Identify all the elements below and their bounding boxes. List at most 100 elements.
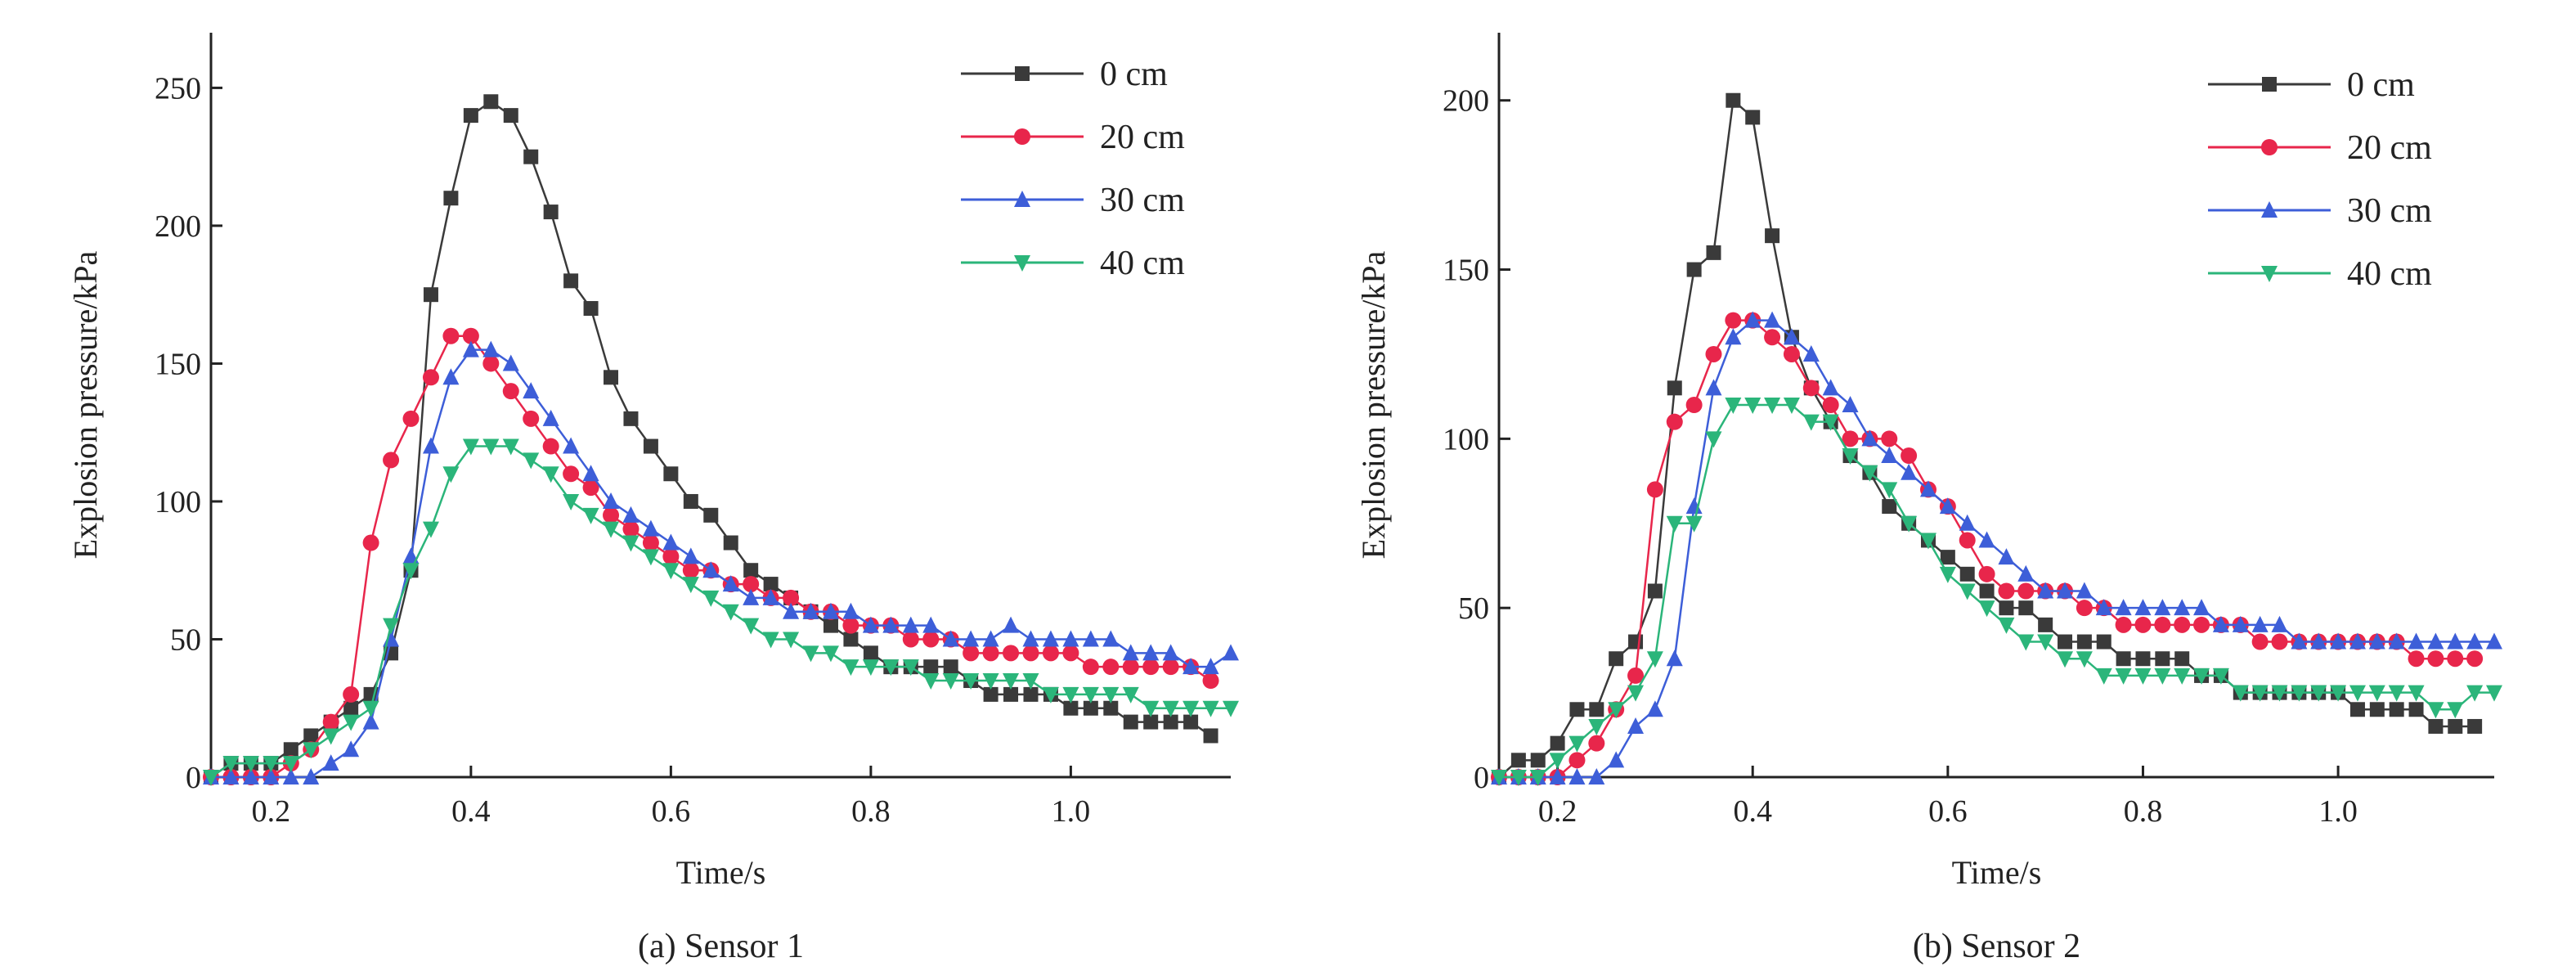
y-tick-label: 100 <box>155 485 201 519</box>
data-point-20-cm <box>1783 345 1800 362</box>
data-point-40-cm <box>1998 617 2015 634</box>
data-point-30-cm <box>2408 632 2425 650</box>
data-point-30-cm <box>1202 658 1219 675</box>
legend-label: 40 cm <box>2347 255 2432 293</box>
data-point-0-cm <box>1940 550 1955 565</box>
data-point-30-cm <box>622 506 640 523</box>
data-point-40-cm <box>2388 685 2405 702</box>
data-point-30-cm <box>1881 447 1898 464</box>
series-40-cm <box>203 438 1239 786</box>
data-point-30-cm <box>783 602 800 619</box>
data-point-30-cm <box>2037 582 2054 599</box>
data-point-40-cm <box>1608 702 1625 719</box>
data-point-30-cm <box>1162 644 1179 661</box>
data-point-20-cm <box>2076 600 2093 617</box>
data-point-30-cm <box>442 368 460 385</box>
data-point-20-cm <box>2427 650 2444 668</box>
data-point-20-cm <box>1122 659 1139 676</box>
data-point-40-cm <box>2466 685 2484 702</box>
data-point-0-cm <box>683 493 698 509</box>
data-point-20-cm <box>1142 659 1160 676</box>
series-20-cm <box>1491 312 2484 785</box>
data-point-40-cm <box>263 756 280 773</box>
data-point-30-cm <box>2330 632 2347 650</box>
data-point-30-cm <box>1022 630 1039 647</box>
data-point-30-cm <box>402 547 420 564</box>
data-point-0-cm <box>463 108 478 124</box>
data-point-0-cm <box>604 370 619 385</box>
data-point-40-cm <box>2232 685 2249 702</box>
data-point-30-cm <box>1725 328 1742 345</box>
data-point-40-cm <box>1022 673 1039 690</box>
legend-label: 40 cm <box>1100 245 1185 282</box>
data-point-40-cm <box>1062 686 1079 704</box>
data-point-0-cm <box>823 618 838 633</box>
data-point-0-cm <box>703 507 719 523</box>
data-point-30-cm <box>2447 632 2464 650</box>
data-point-20-cm <box>343 686 360 703</box>
data-point-40-cm <box>1705 431 1722 448</box>
data-point-20-cm <box>1022 645 1039 662</box>
data-point-20-cm <box>2193 616 2210 633</box>
data-point-30-cm <box>2174 599 2191 616</box>
data-point-30-cm <box>1627 717 1645 734</box>
data-point-30-cm <box>322 754 339 771</box>
data-point-40-cm <box>1142 700 1160 717</box>
legend-marker-20-cm <box>2261 139 2278 155</box>
data-point-40-cm <box>203 770 219 786</box>
data-point-20-cm <box>842 617 859 634</box>
data-point-0-cm <box>1063 700 1079 716</box>
data-point-20-cm <box>2115 616 2132 633</box>
data-point-30-cm <box>523 382 540 399</box>
data-point-30-cm <box>1705 379 1722 396</box>
y-tick-label: 0 <box>186 761 201 795</box>
data-point-0-cm <box>1979 583 1995 599</box>
data-point-40-cm <box>2427 702 2444 719</box>
data-point-0-cm <box>623 411 639 426</box>
legend-marker-0-cm <box>1015 66 1030 81</box>
data-point-30-cm <box>2076 582 2093 599</box>
data-point-40-cm <box>1725 398 1742 414</box>
data-point-20-cm <box>1764 329 1781 346</box>
data-point-30-cm <box>2310 632 2327 650</box>
data-point-0-cm <box>843 632 859 647</box>
data-point-0-cm <box>1003 686 1019 702</box>
data-point-0-cm <box>443 191 459 206</box>
data-point-40-cm <box>2017 634 2035 651</box>
data-point-40-cm <box>1842 448 1859 465</box>
data-point-0-cm <box>983 686 999 702</box>
data-point-20-cm <box>2271 633 2288 650</box>
data-point-0-cm <box>2155 651 2170 667</box>
data-point-30-cm <box>2291 632 2308 650</box>
data-point-30-cm <box>542 409 559 426</box>
data-point-20-cm <box>1162 659 1179 676</box>
data-point-0-cm <box>723 535 738 551</box>
data-point-30-cm <box>1588 768 1605 784</box>
data-point-20-cm <box>2408 650 2425 668</box>
data-point-40-cm <box>822 645 839 663</box>
data-point-40-cm <box>603 521 620 538</box>
x-tick-label: 1.0 <box>2318 794 2358 829</box>
data-point-30-cm <box>2057 582 2074 599</box>
chart-panel-sensor-2: 0.2 0.4 0.6 0.8 1.0 0 50 100 150 200 Time/s Explosi… <box>1288 0 2576 971</box>
legend-label: 30 cm <box>2347 192 2432 230</box>
data-point-40-cm <box>922 673 940 690</box>
data-point-40-cm <box>1901 515 1918 533</box>
data-point-0-cm <box>1143 714 1159 730</box>
data-point-30-cm <box>2154 599 2171 616</box>
legend: 0 cm 20 cm 30 cm 40 cm <box>961 56 1185 282</box>
y-tick-label: 0 <box>1474 761 1489 795</box>
legend-label: 0 cm <box>2347 66 2415 104</box>
data-point-30-cm <box>963 630 980 647</box>
data-point-40-cm <box>1978 600 1995 618</box>
data-point-30-cm <box>1783 328 1800 345</box>
data-point-40-cm <box>622 535 640 552</box>
data-point-30-cm <box>743 588 760 605</box>
data-point-30-cm <box>722 575 739 592</box>
data-point-0-cm <box>1023 686 1039 702</box>
data-point-30-cm <box>1802 344 1820 362</box>
data-point-40-cm <box>2368 685 2385 702</box>
data-point-0-cm <box>2349 702 2365 717</box>
series-line-20-cm <box>211 335 1212 779</box>
data-point-20-cm <box>2154 616 2171 633</box>
